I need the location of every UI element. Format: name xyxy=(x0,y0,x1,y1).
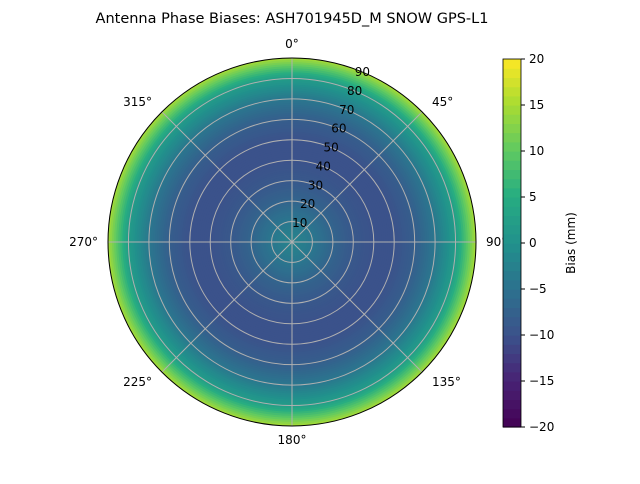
colorbar-tick-label: 15 xyxy=(529,98,544,112)
colorbar-segment xyxy=(503,362,521,373)
colorbar-segment xyxy=(503,371,521,382)
angular-tick-label: 0° xyxy=(285,37,299,51)
colorbar-segment xyxy=(503,307,521,318)
colorbar-tick-label: −5 xyxy=(529,282,547,296)
angular-tick-label: 90° xyxy=(486,235,507,249)
colorbar-segment xyxy=(503,353,521,364)
colorbar-segment xyxy=(503,169,521,180)
radial-tick-label: 20 xyxy=(300,197,315,211)
colorbar-segment xyxy=(503,381,521,391)
angular-tick-label: 270° xyxy=(69,235,98,249)
colorbar-segment xyxy=(503,417,521,428)
colorbar-segment xyxy=(503,114,521,124)
colorbar-segment xyxy=(503,289,521,299)
colorbar-segment xyxy=(503,123,521,134)
colorbar-segment xyxy=(503,252,521,262)
colorbar-tick-label: 20 xyxy=(529,52,544,66)
colorbar-segment xyxy=(503,224,521,235)
colorbar-segment xyxy=(503,344,521,354)
colorbar-segment xyxy=(503,59,521,69)
radial-tick-label: 10 xyxy=(292,216,307,230)
colorbar-segment xyxy=(503,160,521,170)
colorbar-tick-label: 10 xyxy=(529,144,544,158)
colorbar-segment xyxy=(503,68,521,78)
radial-tick-label: 30 xyxy=(308,178,323,192)
colorbar-segment xyxy=(503,95,521,106)
angular-tick-label: 135° xyxy=(432,375,461,389)
polar-grid xyxy=(108,58,476,426)
colorbar-segment xyxy=(503,335,521,345)
colorbar-segment xyxy=(503,178,521,189)
colorbar-segment xyxy=(503,298,521,308)
colorbar-segment xyxy=(503,316,521,327)
radial-tick-label: 90 xyxy=(355,65,370,79)
colorbar-segment xyxy=(503,86,521,97)
colorbar-tick-label: −20 xyxy=(529,420,554,434)
colorbar: 20 15 10 5 0 −5 −10 −15 −20 xyxy=(502,52,554,434)
colorbar-tick-label: 5 xyxy=(529,190,537,204)
colorbar-segment xyxy=(503,141,521,152)
colorbar-segment xyxy=(503,243,521,253)
angular-tick-label: 225° xyxy=(123,375,152,389)
radial-tick-label: 50 xyxy=(323,141,338,155)
tick-labels: 0° 45° 90° 135° 180° 225° 270° 315° 10 20 30 40 50 60… xyxy=(69,37,507,447)
colorbar-segment xyxy=(503,206,521,216)
colorbar-segment xyxy=(503,408,521,419)
colorbar-segment xyxy=(503,187,521,198)
polar-frame xyxy=(107,57,477,427)
colorbar-segment xyxy=(503,279,521,290)
radial-tick-label: 80 xyxy=(347,84,362,98)
colorbar-label: Bias (mm) xyxy=(564,212,578,274)
colorbar-segment xyxy=(503,105,521,115)
colorbar-segment xyxy=(503,215,521,226)
colorbar-tick-label: 0 xyxy=(529,236,537,250)
colorbar-segment xyxy=(503,390,521,400)
colorbar-segment xyxy=(503,325,521,336)
angular-tick-label: 180° xyxy=(278,433,307,447)
angular-tick-label: 315° xyxy=(123,95,152,109)
radial-tick-label: 40 xyxy=(316,159,331,173)
colorbar-tick-label: −15 xyxy=(529,374,554,388)
colorbar-tick-label: −10 xyxy=(529,328,554,342)
colorbar-segment xyxy=(503,233,521,244)
angular-tick-label: 45° xyxy=(432,95,453,109)
colorbar-segment xyxy=(503,151,521,161)
colorbar-segment xyxy=(503,261,521,272)
radial-tick-label: 60 xyxy=(331,122,346,136)
colorbar-segment xyxy=(503,270,521,281)
colorbar-segment xyxy=(503,132,521,143)
chart-title: Antenna Phase Biases: ASH701945D_M SNOW … xyxy=(96,11,489,27)
colorbar-segment xyxy=(503,77,521,88)
colorbar-segment xyxy=(503,399,521,410)
radial-tick-label: 70 xyxy=(339,103,354,117)
colorbar-segment xyxy=(503,197,521,207)
angular-gridline xyxy=(161,111,423,373)
